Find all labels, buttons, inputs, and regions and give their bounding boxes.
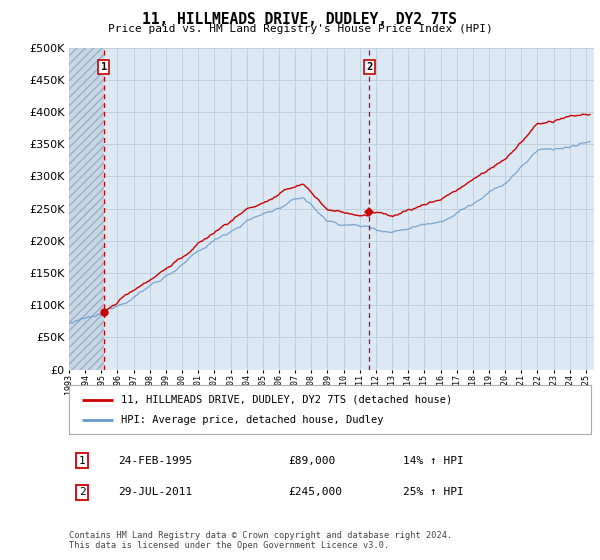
Text: 11, HILLMEADS DRIVE, DUDLEY, DY2 7TS (detached house): 11, HILLMEADS DRIVE, DUDLEY, DY2 7TS (de… [121, 394, 452, 404]
Text: 29-JUL-2011: 29-JUL-2011 [119, 487, 193, 497]
Text: HPI: Average price, detached house, Dudley: HPI: Average price, detached house, Dudl… [121, 415, 384, 425]
Text: 2: 2 [366, 62, 372, 72]
Text: 24-FEB-1995: 24-FEB-1995 [119, 456, 193, 465]
Text: £245,000: £245,000 [288, 487, 342, 497]
Text: 2: 2 [79, 487, 85, 497]
Text: 14% ↑ HPI: 14% ↑ HPI [403, 456, 464, 465]
Text: Price paid vs. HM Land Registry's House Price Index (HPI): Price paid vs. HM Land Registry's House … [107, 24, 493, 34]
Text: 1: 1 [79, 456, 85, 465]
Text: £89,000: £89,000 [288, 456, 335, 465]
Text: 1: 1 [101, 62, 107, 72]
Text: 11, HILLMEADS DRIVE, DUDLEY, DY2 7TS: 11, HILLMEADS DRIVE, DUDLEY, DY2 7TS [143, 12, 458, 27]
Text: Contains HM Land Registry data © Crown copyright and database right 2024.
This d: Contains HM Land Registry data © Crown c… [69, 531, 452, 550]
Text: 25% ↑ HPI: 25% ↑ HPI [403, 487, 464, 497]
